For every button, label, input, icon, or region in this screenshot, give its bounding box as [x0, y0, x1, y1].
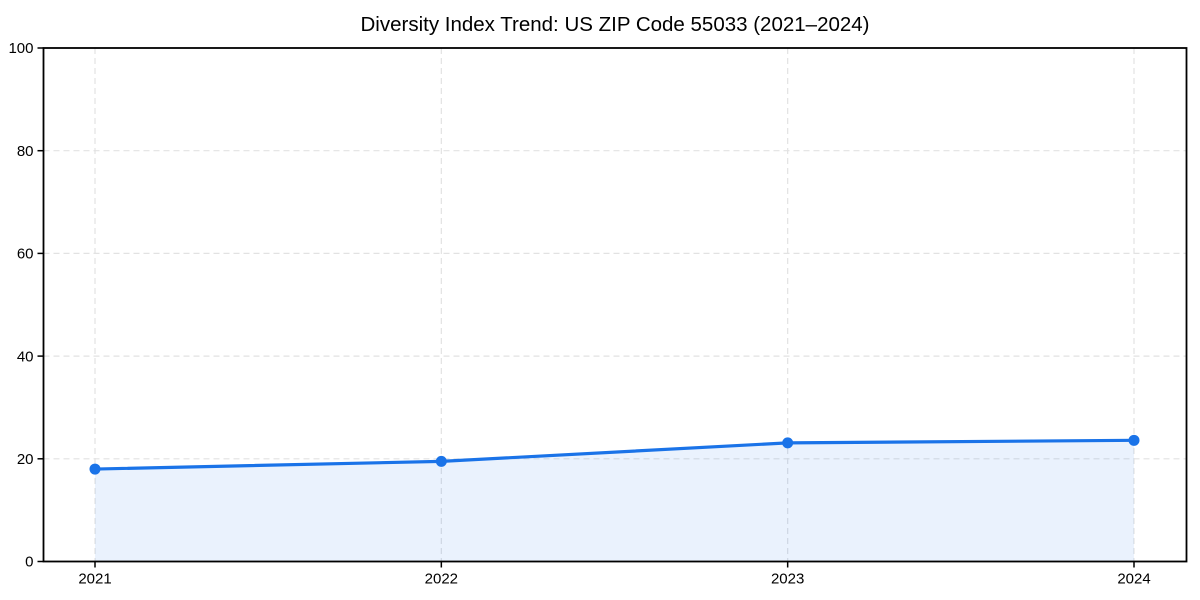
- y-tick-label: 60: [17, 246, 34, 263]
- series-area-fill: [95, 440, 1134, 562]
- x-tick-label: 2021: [78, 571, 111, 588]
- y-tick-label: 80: [17, 143, 34, 160]
- x-tick-label: 2024: [1117, 571, 1150, 588]
- data-point: [1128, 434, 1140, 446]
- x-tick-label: 2023: [771, 571, 804, 588]
- data-point: [435, 455, 447, 467]
- plot-frame: [42, 47, 1188, 563]
- axis-tick-labels: 0 20 40 60 80 100 2021 2022 2023 2024: [8, 40, 1150, 587]
- chart-title: Diversity Index Trend: US ZIP Code 55033…: [361, 13, 870, 36]
- y-tick-label: 100: [8, 40, 33, 57]
- series-line: [93, 438, 1136, 471]
- y-tick-label: 40: [17, 348, 34, 365]
- y-tick-label: 20: [17, 451, 34, 468]
- data-point: [782, 437, 794, 449]
- axis-ticks: [37, 47, 1135, 568]
- y-tick-label: 0: [25, 554, 33, 571]
- data-point: [89, 463, 101, 475]
- data-point-markers: [89, 434, 1140, 475]
- area-fill: [95, 440, 1134, 562]
- trend-line: [93, 438, 1136, 471]
- x-tick-label: 2022: [425, 571, 458, 588]
